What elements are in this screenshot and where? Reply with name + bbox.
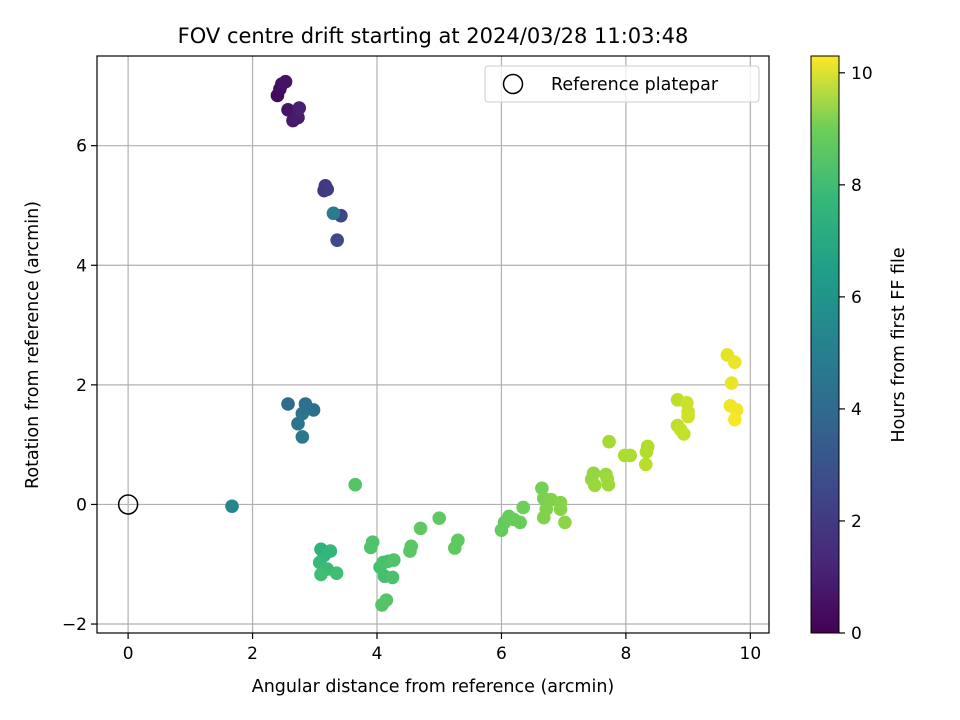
data-point bbox=[278, 74, 293, 89]
y-tick-label: 0 bbox=[76, 495, 87, 515]
data-point bbox=[602, 434, 616, 449]
legend-marker-icon bbox=[502, 73, 524, 95]
data-point bbox=[323, 544, 338, 558]
data-point bbox=[413, 521, 428, 536]
legend-box bbox=[484, 65, 760, 103]
data-point bbox=[536, 510, 551, 525]
x-tick-label: 10 bbox=[740, 644, 762, 664]
data-point bbox=[724, 376, 739, 390]
x-axis-ticks: 0 2 4 6 8 10 bbox=[123, 633, 761, 664]
data-point bbox=[387, 553, 401, 567]
legend-label: Reference platepar bbox=[551, 75, 719, 95]
y-tick-label: 6 bbox=[76, 137, 87, 157]
legend: Reference platepar bbox=[484, 65, 760, 103]
data-point bbox=[292, 101, 307, 115]
colorbar-tick-label: 8 bbox=[851, 176, 862, 196]
colorbar-ticks: 0 2 4 6 8 10 bbox=[839, 64, 873, 644]
data-point bbox=[727, 355, 742, 369]
plot-frame bbox=[96, 55, 770, 634]
data-point bbox=[314, 567, 328, 582]
data-point bbox=[601, 477, 616, 492]
data-point bbox=[535, 481, 549, 496]
data-point bbox=[623, 448, 638, 463]
colorbar: 0 2 4 6 8 10 Hours from first FF file bbox=[810, 55, 909, 644]
colorbar-tick-label: 2 bbox=[851, 512, 862, 532]
colorbar-tick-label: 6 bbox=[851, 288, 862, 308]
x-tick-label: 0 bbox=[123, 644, 134, 664]
x-tick-label: 2 bbox=[247, 644, 258, 664]
colorbar-tick-label: 10 bbox=[851, 64, 873, 84]
data-point bbox=[432, 511, 447, 525]
data-point bbox=[281, 397, 295, 411]
data-point bbox=[330, 233, 344, 247]
data-point bbox=[291, 416, 305, 431]
data-point bbox=[727, 412, 742, 427]
data-point bbox=[587, 478, 602, 493]
x-tick-label: 6 bbox=[496, 644, 507, 664]
data-point bbox=[676, 427, 691, 441]
data-point bbox=[295, 430, 310, 444]
data-point bbox=[363, 540, 378, 555]
colorbar-tick-label: 4 bbox=[851, 400, 862, 420]
colorbar-label: Hours from first FF file bbox=[889, 247, 909, 442]
y-axis-ticks: −2 0 2 4 6 bbox=[62, 137, 97, 635]
data-points bbox=[225, 74, 744, 612]
data-point bbox=[329, 566, 344, 581]
data-point bbox=[403, 544, 417, 558]
data-point bbox=[385, 570, 400, 585]
gridlines bbox=[97, 56, 769, 633]
y-axis-label: Rotation from reference (arcmin) bbox=[23, 201, 43, 489]
data-point bbox=[348, 477, 363, 492]
colorbar-tick-label: 0 bbox=[851, 624, 862, 644]
data-point bbox=[553, 502, 568, 517]
data-point bbox=[306, 403, 321, 417]
y-tick-label: 4 bbox=[76, 256, 87, 276]
data-point bbox=[516, 500, 531, 515]
data-point bbox=[558, 515, 572, 530]
data-point bbox=[320, 182, 335, 197]
data-point bbox=[326, 206, 341, 221]
y-tick-label: −2 bbox=[62, 615, 87, 635]
x-axis-label: Angular distance from reference (arcmin) bbox=[252, 677, 615, 697]
data-point bbox=[639, 457, 653, 472]
x-tick-label: 4 bbox=[372, 644, 383, 664]
reference-point-marker bbox=[117, 494, 139, 515]
chart-title: FOV centre drift starting at 2024/03/28 … bbox=[178, 24, 689, 48]
y-tick-label: 2 bbox=[76, 376, 87, 396]
data-point bbox=[225, 499, 239, 514]
colorbar-gradient bbox=[810, 55, 840, 634]
data-point bbox=[451, 533, 465, 548]
data-point bbox=[513, 515, 527, 530]
data-point bbox=[639, 445, 654, 459]
data-point bbox=[281, 103, 295, 117]
data-point bbox=[295, 406, 310, 421]
data-point bbox=[681, 409, 695, 424]
x-tick-label: 8 bbox=[620, 644, 631, 664]
data-point bbox=[379, 593, 394, 607]
